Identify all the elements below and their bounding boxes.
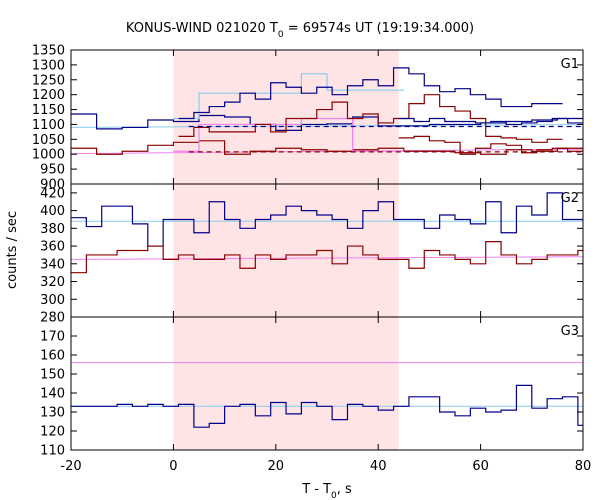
chart-title: KONUS-WIND 021020 T0 = 69574s UT (19:19:…	[126, 21, 474, 40]
y-tick-label: 420	[40, 186, 65, 201]
y-tick-label: 110	[40, 444, 65, 459]
y-tick-label: 1100	[32, 118, 65, 133]
y-tick-label: 1200	[32, 88, 65, 103]
y-tick-label: 120	[40, 425, 65, 440]
x-tick-label: 0	[169, 459, 177, 474]
y-tick-label: 360	[40, 240, 65, 255]
x-tick-label: -20	[60, 459, 81, 474]
x-axis-label: T - T0, s	[301, 482, 352, 500]
panel-label: G3	[561, 324, 579, 339]
panel-frame	[70, 316, 584, 451]
y-tick-label: 1150	[32, 103, 65, 118]
y-tick-label: 340	[40, 257, 65, 272]
y-tick-label: 130	[40, 406, 65, 421]
step-series-burst-series	[71, 241, 583, 274]
step-series-background-series	[71, 192, 583, 247]
step-series-background-series	[178, 67, 563, 120]
y-tick-label: 320	[40, 275, 65, 290]
y-tick-label: 1300	[32, 58, 65, 73]
y-tick-label: 1350	[32, 44, 65, 59]
x-tick-label: 80	[575, 459, 592, 474]
y-tick-label: 1000	[32, 148, 65, 163]
panel-g3: 110 120 130 140 150 160 170 G3	[40, 316, 584, 459]
panel-label: G1	[561, 57, 579, 72]
y-tick-label: 1250	[32, 73, 65, 88]
y-tick-label: 280	[40, 311, 65, 326]
x-tick-label: 20	[268, 459, 285, 474]
step-series-background-series	[71, 113, 583, 131]
plot-area: 90095010001050110011501200125013001350G1…	[32, 44, 591, 475]
x-tick-label: 60	[472, 459, 489, 474]
y-tick-label: 140	[40, 387, 65, 402]
y-tick-label: 400	[40, 204, 65, 219]
y-tick-label: 950	[40, 163, 65, 178]
panel-label: G2	[561, 191, 579, 206]
y-axis-label: counts / sec	[5, 211, 20, 289]
y-tick-label: 160	[40, 349, 65, 364]
y-tick-label: 1050	[32, 133, 65, 148]
step-series-background-series	[71, 384, 583, 428]
y-tick-label: 380	[40, 222, 65, 237]
burst-fit-line	[70, 256, 584, 260]
y-tick-label: 900	[40, 178, 65, 193]
y-tick-label: 300	[40, 293, 65, 308]
x-tick-label: 40	[370, 459, 387, 474]
highlight-interval	[173, 50, 399, 450]
step-series-background-series	[398, 117, 583, 126]
y-tick-label: 170	[40, 330, 65, 345]
y-tick-label: 150	[40, 368, 65, 383]
step-series-burst-series	[398, 135, 583, 155]
step-series-burst-series	[71, 140, 583, 155]
